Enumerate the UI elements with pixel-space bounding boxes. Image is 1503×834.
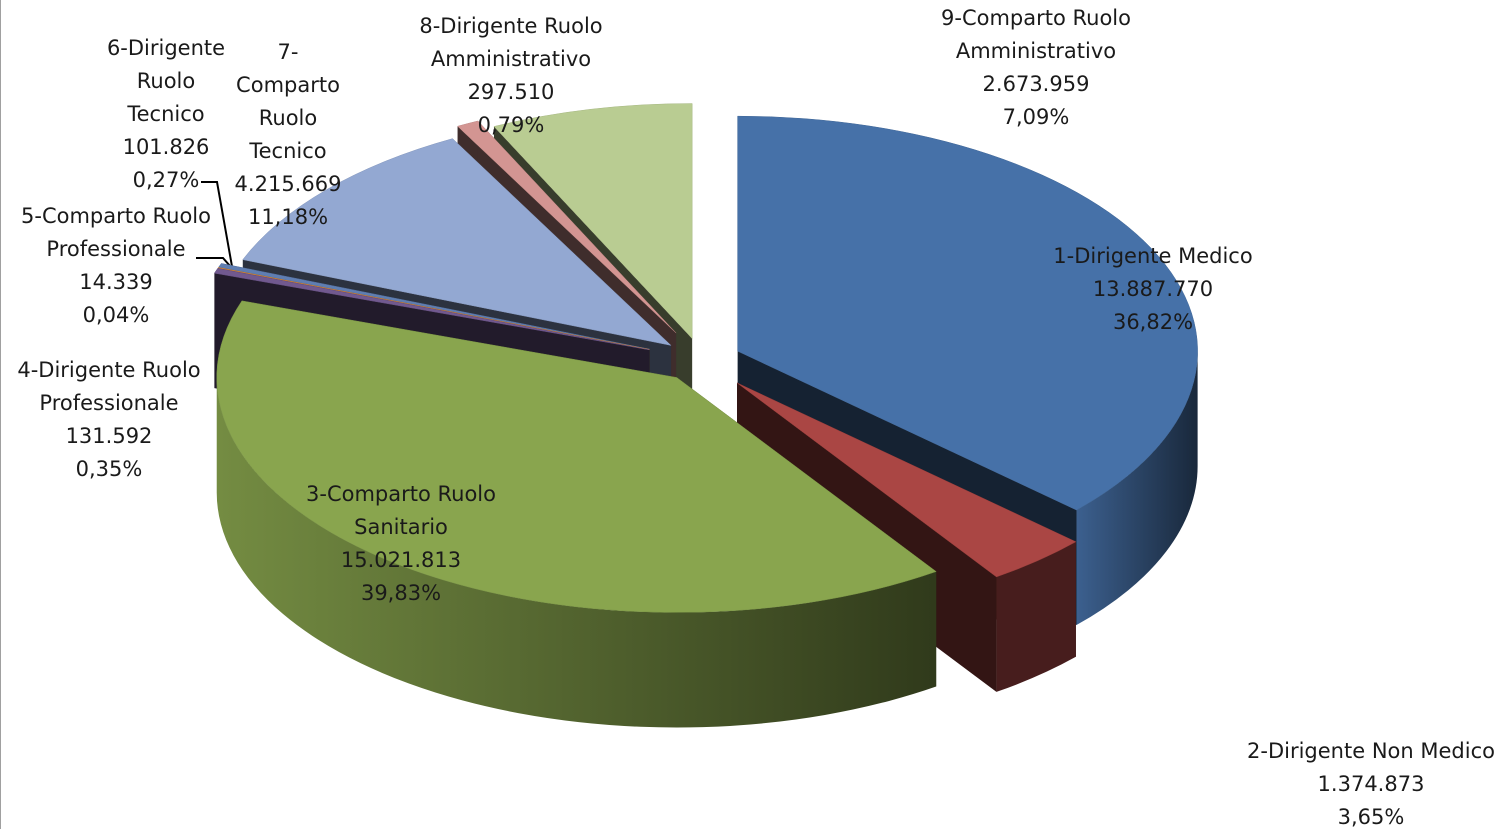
slice-2-dirigente-non-medico-top <box>736 382 1077 578</box>
slice-3-comparto-ruolo-sanitario-top <box>216 300 937 613</box>
data-label-dirigente-medico: 1-Dirigente Medico 13.887.770 36,82% <box>1053 244 1253 334</box>
data-label-comparto-ruolo-professionale: 5-Comparto Ruolo Professionale 14.339 0,… <box>21 204 211 327</box>
slice-6-dirigente-ruolo-tecnico-top <box>218 263 650 350</box>
data-label-dirigente-ruolo-amministrativo: 8-Dirigente Ruolo Amministrativo 297.510… <box>419 14 603 137</box>
slice-5-comparto-ruolo-professionale-top <box>217 267 650 350</box>
slice-1-dirigente-medico-side-0 <box>1076 351 1198 626</box>
data-label-dirigente-ruolo-tecnico: 6-Dirigente Ruolo Tecnico 101.826 0,27% <box>106 36 226 192</box>
data-label-comparto-ruolo-amministrativo: 9-Comparto Ruolo Amministrativo 2.673.95… <box>941 6 1131 129</box>
slice-8-dirigente-ruolo-amministrativo-top <box>457 120 677 334</box>
data-label-dirigente-ruolo-professionale: 4-Dirigente Ruolo Professionale 131.592 … <box>17 358 201 481</box>
data-label-comparto-ruolo-tecnico: 7- Comparto Ruolo Tecnico 4.215.669 11,1… <box>234 40 342 229</box>
leader-line-6 <box>201 181 234 273</box>
slice-2-dirigente-non-medico-side-0 <box>996 541 1076 692</box>
slice-4-dirigente-ruolo-professionale-top <box>213 268 650 351</box>
slice-7-comparto-ruolo-tecnico-top <box>242 138 672 346</box>
pie-slices <box>213 103 1198 728</box>
slice-9-comparto-ruolo-amministrativo-top <box>493 103 693 340</box>
slice-1-dirigente-medico-top <box>737 115 1198 511</box>
slice-3-comparto-ruolo-sanitario <box>216 300 937 728</box>
data-label-dirigente-non-medico: 2-Dirigente Non Medico 1.374.873 3,65% <box>1247 739 1495 829</box>
data-label-comparto-ruolo-sanitario: 3-Comparto Ruolo Sanitario 15.021.813 39… <box>306 482 496 605</box>
slice-3-comparto-ruolo-sanitario-side-0 <box>216 377 937 728</box>
